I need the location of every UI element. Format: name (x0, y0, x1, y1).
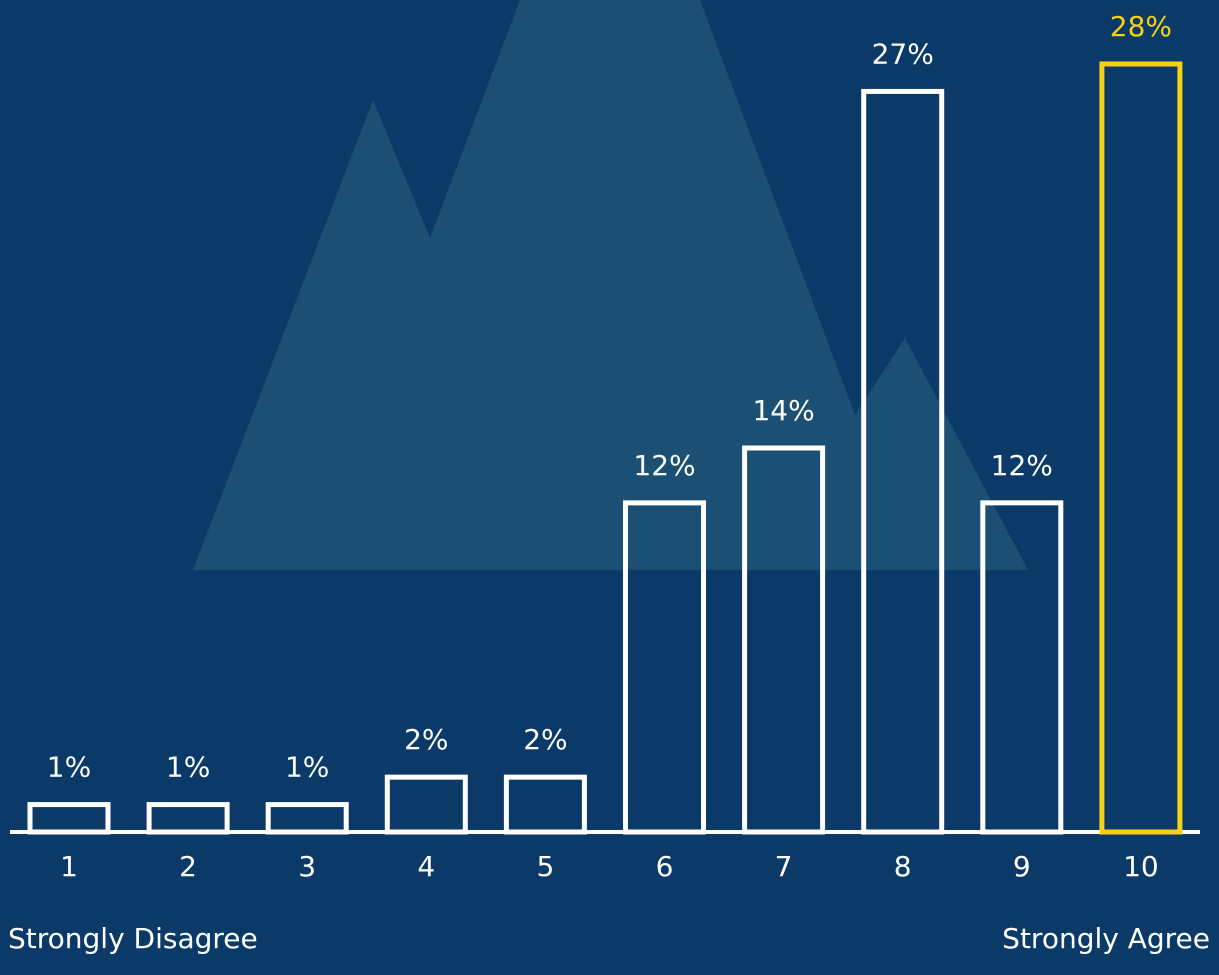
x-tick-label: 7 (775, 850, 793, 883)
bar (27, 802, 111, 835)
value-label: 1% (47, 751, 91, 784)
mountain-decoration (193, 0, 1028, 570)
x-tick-label: 1 (60, 850, 78, 883)
value-label: 2% (404, 723, 448, 756)
x-tick-label: 4 (417, 850, 435, 883)
bar (980, 500, 1064, 835)
value-label: 2% (523, 723, 567, 756)
bar (861, 88, 945, 835)
value-label: 1% (285, 751, 329, 784)
x-tick-label: 9 (1013, 850, 1031, 883)
x-tick-label: 10 (1123, 850, 1159, 883)
value-label: 27% (872, 37, 934, 70)
x-label-right: Strongly Agree (1002, 922, 1210, 955)
x-tick-label: 6 (656, 850, 674, 883)
value-label: 12% (633, 449, 695, 482)
x-tick-label: 8 (894, 850, 912, 883)
value-label: 12% (991, 449, 1053, 482)
bar (146, 802, 230, 835)
value-label: 28% (1110, 10, 1172, 43)
bar (384, 774, 468, 835)
value-label: 14% (752, 394, 814, 427)
x-tick-label: 5 (536, 850, 554, 883)
value-label: 1% (166, 751, 210, 784)
bar (742, 445, 826, 835)
bar (265, 802, 349, 835)
bar (503, 774, 587, 835)
x-tick-label: 3 (298, 850, 316, 883)
x-label-left: Strongly Disagree (8, 922, 258, 955)
x-tick-label: 2 (179, 850, 197, 883)
bar (623, 500, 706, 835)
bar (1099, 61, 1183, 835)
